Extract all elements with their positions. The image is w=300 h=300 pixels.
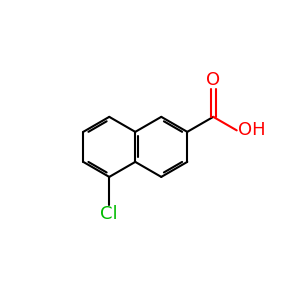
Text: O: O xyxy=(206,71,220,89)
Text: OH: OH xyxy=(238,122,266,140)
Text: Cl: Cl xyxy=(100,205,118,223)
